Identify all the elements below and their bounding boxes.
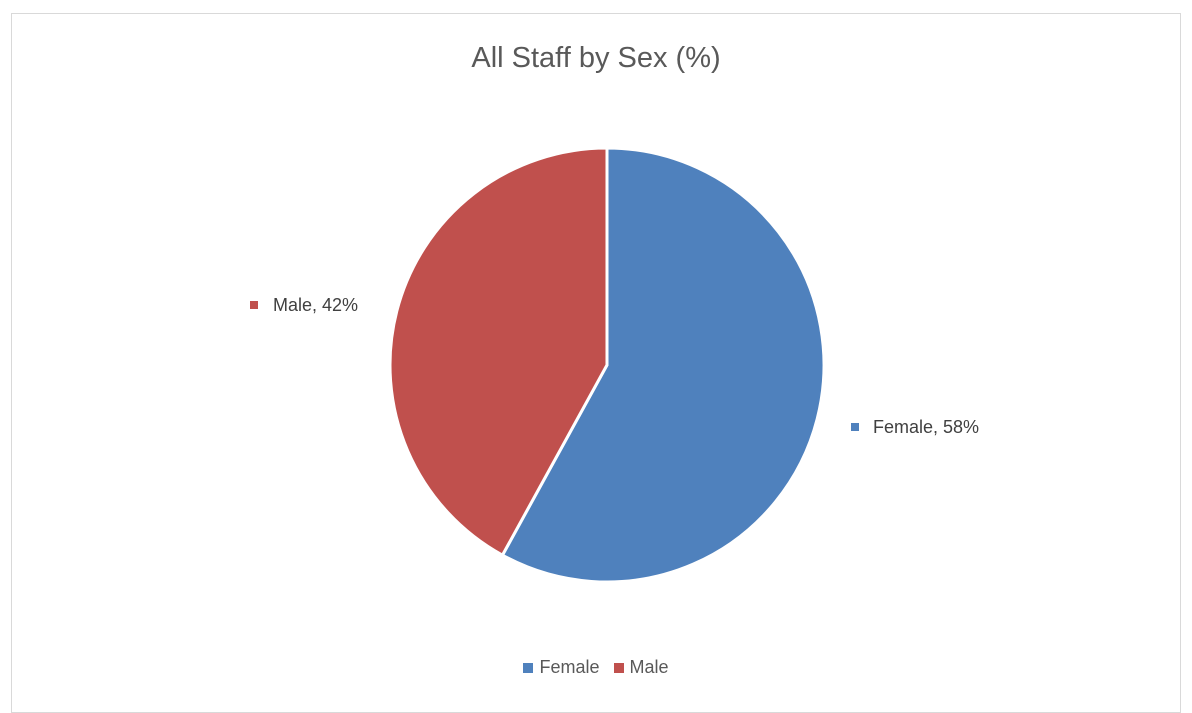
pie-slice-male bbox=[388, 146, 609, 558]
legend-swatch-female bbox=[523, 662, 534, 673]
legend-swatch-male bbox=[613, 662, 624, 673]
data-label-marker-male bbox=[250, 301, 258, 309]
data-label-female: Female, 58% bbox=[851, 417, 979, 437]
data-label-text-female: Female, 58% bbox=[873, 417, 979, 437]
legend-label-male: Male bbox=[629, 657, 669, 677]
data-label-male: Male, 42% bbox=[250, 295, 358, 315]
data-label-text-male: Male, 42% bbox=[273, 295, 358, 315]
legend: Female Male bbox=[0, 657, 1192, 678]
pie-slice-female bbox=[500, 146, 826, 584]
legend-item-male: Male bbox=[613, 657, 669, 678]
legend-label-female: Female bbox=[539, 657, 600, 677]
legend-item-female: Female bbox=[523, 657, 600, 678]
data-label-marker-female bbox=[851, 423, 859, 431]
chart-title: All Staff by Sex (%) bbox=[471, 42, 721, 74]
